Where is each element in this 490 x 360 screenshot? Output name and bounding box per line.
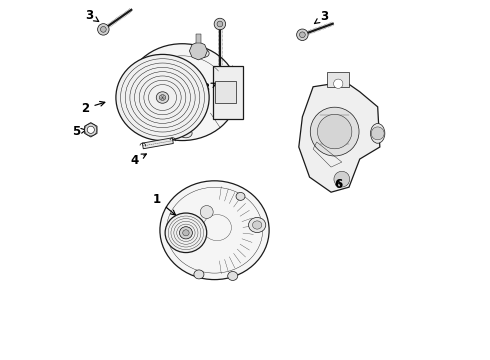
Ellipse shape <box>156 92 169 103</box>
Text: 1: 1 <box>153 193 175 215</box>
FancyBboxPatch shape <box>213 66 244 119</box>
Text: 4: 4 <box>130 154 147 167</box>
Ellipse shape <box>165 213 207 253</box>
Bar <box>196 34 201 43</box>
Text: 3: 3 <box>315 10 328 23</box>
Text: 6: 6 <box>334 178 343 191</box>
Ellipse shape <box>198 49 209 57</box>
Ellipse shape <box>236 193 245 201</box>
Ellipse shape <box>370 123 385 143</box>
Circle shape <box>100 27 106 32</box>
Bar <box>327 72 349 87</box>
Ellipse shape <box>160 181 269 280</box>
Circle shape <box>200 206 213 219</box>
Ellipse shape <box>179 129 192 138</box>
Polygon shape <box>85 123 97 137</box>
Ellipse shape <box>126 44 238 140</box>
Ellipse shape <box>183 230 189 236</box>
Ellipse shape <box>228 271 238 280</box>
Ellipse shape <box>252 221 262 229</box>
Text: 5: 5 <box>73 125 86 138</box>
Circle shape <box>87 126 95 134</box>
Circle shape <box>334 79 343 89</box>
Polygon shape <box>190 42 207 60</box>
Ellipse shape <box>159 95 166 100</box>
Circle shape <box>318 114 352 149</box>
Circle shape <box>371 127 384 140</box>
Text: 3: 3 <box>201 82 216 95</box>
Circle shape <box>98 24 109 35</box>
Polygon shape <box>299 82 380 192</box>
Circle shape <box>299 32 305 38</box>
Ellipse shape <box>179 227 193 239</box>
Text: 2: 2 <box>81 102 105 115</box>
Polygon shape <box>142 138 173 149</box>
Circle shape <box>217 21 223 27</box>
Circle shape <box>334 171 350 187</box>
Circle shape <box>296 29 308 41</box>
Ellipse shape <box>116 54 209 141</box>
Circle shape <box>310 107 359 156</box>
Text: 3: 3 <box>85 9 99 22</box>
Ellipse shape <box>194 270 204 279</box>
Bar <box>215 81 236 103</box>
Circle shape <box>214 18 225 30</box>
Ellipse shape <box>248 217 266 233</box>
